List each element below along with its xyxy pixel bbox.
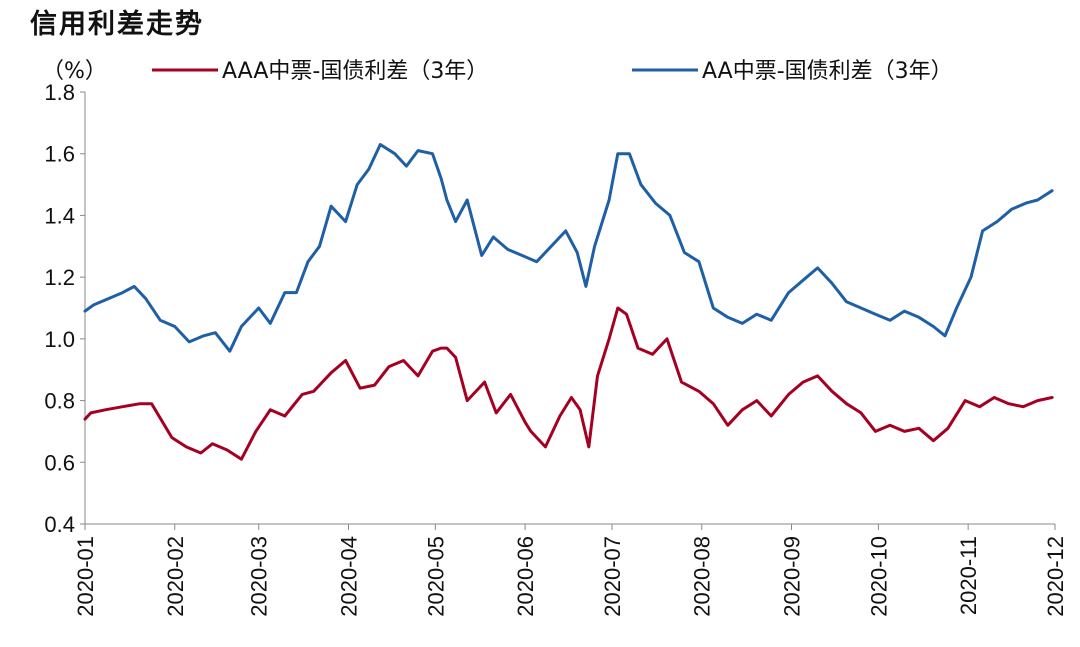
y-tick-label: 1.2 xyxy=(44,265,75,290)
y-axis-label: （%） xyxy=(42,59,107,84)
x-tick-label: 2020-04 xyxy=(336,536,361,617)
legend-label-aaa: AAA中票-国债利差（3年） xyxy=(222,59,488,84)
y-tick-label: 0.8 xyxy=(44,389,75,414)
legend: AAA中票-国债利差（3年） AA中票-国债利差（3年） xyxy=(152,59,953,84)
y-tick-label: 1.0 xyxy=(44,327,75,352)
y-tick-label: 1.6 xyxy=(44,142,75,167)
x-tick-label: 2020-12 xyxy=(1043,536,1068,617)
x-tick-label: 2020-05 xyxy=(423,536,448,617)
x-tick-label: 2020-01 xyxy=(73,536,98,617)
series-line-aa xyxy=(83,143,1054,353)
y-tick-label: 1.4 xyxy=(44,203,75,228)
x-tick-label: 2020-08 xyxy=(690,536,715,617)
y-tick-label: 1.8 xyxy=(44,80,75,105)
x-tick-label: 2020-10 xyxy=(866,536,891,617)
legend-label-aa: AA中票-国债利差（3年） xyxy=(702,59,953,84)
y-tick-label: 0.6 xyxy=(44,450,75,475)
series-line-aaa xyxy=(83,306,1054,461)
axes: 0.4 0.6 0.8 1.0 1.2 1.4 1.6 1.8 2020-01 2020-02 20… xyxy=(44,80,1068,617)
x-tick-label: 2020-07 xyxy=(600,536,625,617)
x-tick-label: 2020-09 xyxy=(780,536,805,617)
chart-title: 信用利差走势 xyxy=(30,9,204,40)
x-tick-label: 2020-02 xyxy=(163,536,188,617)
y-tick-label: 0.4 xyxy=(44,512,75,537)
x-tick-label: 2020-03 xyxy=(247,536,272,617)
plot-area xyxy=(83,143,1054,461)
x-tick-label: 2020-06 xyxy=(513,536,538,617)
x-tick-label: 2020-11 xyxy=(956,536,981,615)
